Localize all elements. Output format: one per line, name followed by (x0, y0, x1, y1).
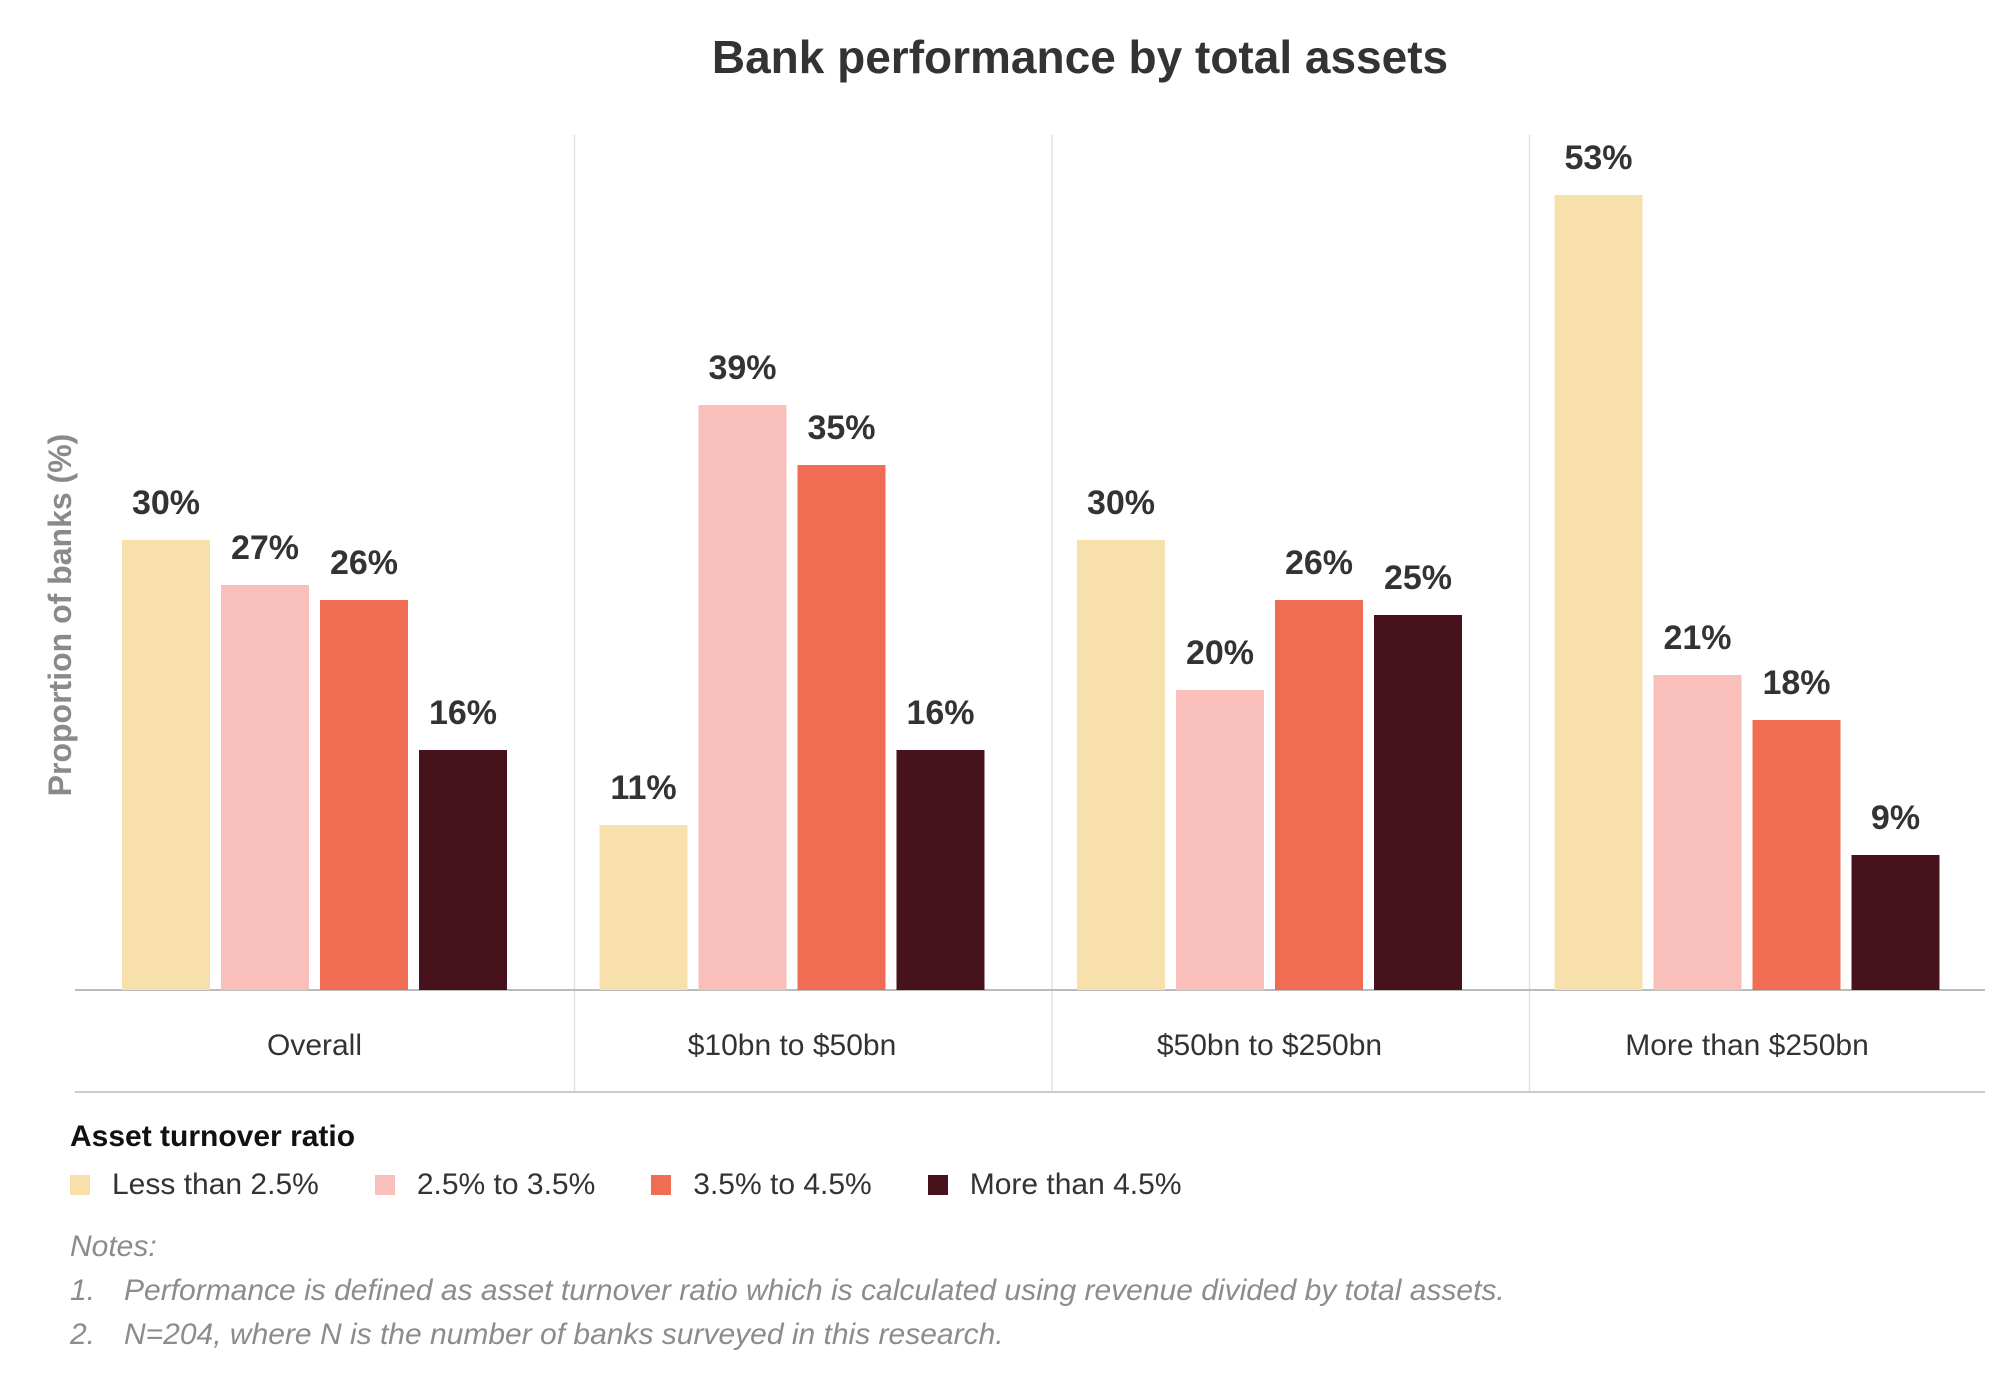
data-label: 21% (1663, 619, 1731, 657)
bar (1752, 720, 1841, 990)
data-label: 26% (330, 544, 398, 582)
data-label: 30% (132, 484, 200, 522)
bar (122, 540, 210, 990)
data-label: 25% (1384, 559, 1452, 597)
bar (221, 585, 309, 990)
legend-label: More than 4.5% (969, 1168, 1182, 1201)
note-1: 1. Performance is defined as asset turno… (70, 1269, 1505, 1313)
bar (320, 600, 408, 990)
legend-item: More than 4.5% (927, 1168, 1182, 1202)
legend-swatch (70, 1175, 90, 1195)
legend-label: 2.5% to 3.5% (416, 1168, 596, 1201)
note-2-text: N=204, where N is the number of banks su… (124, 1318, 1004, 1351)
data-label: 26% (1285, 544, 1353, 582)
legend-label: Less than 2.5% (112, 1168, 319, 1201)
data-label: 9% (1871, 799, 1920, 837)
legend-item: 3.5% to 4.5% (651, 1168, 872, 1202)
data-label: 35% (807, 409, 875, 447)
data-label: 30% (1087, 484, 1155, 522)
data-label: 39% (708, 349, 776, 387)
legend-swatch (651, 1175, 672, 1195)
data-label: 11% (610, 769, 676, 807)
data-label: 53% (1564, 139, 1632, 177)
bar (419, 750, 507, 990)
bar (797, 465, 886, 990)
data-label: 16% (906, 694, 974, 732)
bar (1275, 600, 1363, 990)
data-label: 18% (1762, 664, 1830, 702)
notes-heading: Notes: (70, 1230, 157, 1263)
chart-title: Bank performance by total assets (712, 31, 1448, 83)
bar (1851, 855, 1940, 990)
note-1-text: Performance is defined as asset turnover… (124, 1274, 1505, 1307)
y-axis-label: Proportion of banks (%) (42, 434, 78, 797)
legend: Asset turnover ratio Less than 2.5% 2.5% … (70, 1120, 1182, 1202)
bar (1077, 540, 1165, 990)
legend-label: 3.5% to 4.5% (693, 1168, 872, 1201)
plot-area: 30% 27% 26% 16% Overall 11% 39% 35% 16% $10bn to … (75, 135, 1985, 1093)
bar (1554, 195, 1643, 990)
data-label: 20% (1186, 634, 1254, 672)
bar (698, 405, 787, 990)
category-label: $50bn to $250bn (1157, 1029, 1382, 1062)
legend-title: Asset turnover ratio (70, 1120, 356, 1153)
legend-item: Less than 2.5% (70, 1168, 319, 1202)
data-label: 16% (429, 694, 497, 732)
bar (896, 750, 985, 990)
legend-swatch (927, 1175, 948, 1195)
bar (1374, 615, 1462, 990)
bar (1176, 690, 1264, 990)
data-label: 27% (231, 529, 299, 567)
legend-item: 2.5% to 3.5% (374, 1168, 596, 1202)
category-label: $10bn to $50bn (688, 1029, 897, 1062)
note-2-number: 2. (70, 1318, 96, 1351)
notes: Notes: 1. Performance is defined as asse… (70, 1225, 1505, 1357)
category-label: More than $250bn (1625, 1029, 1869, 1062)
note-2: 2. N=204, where N is the number of banks… (70, 1313, 1505, 1357)
bar (599, 825, 688, 990)
bar (1653, 675, 1742, 990)
note-1-number: 1. (70, 1274, 96, 1307)
legend-swatch (374, 1175, 395, 1195)
category-label: Overall (267, 1029, 362, 1062)
legend-items: Less than 2.5% 2.5% to 3.5% 3.5% to 4.5% Mo… (70, 1168, 1182, 1202)
